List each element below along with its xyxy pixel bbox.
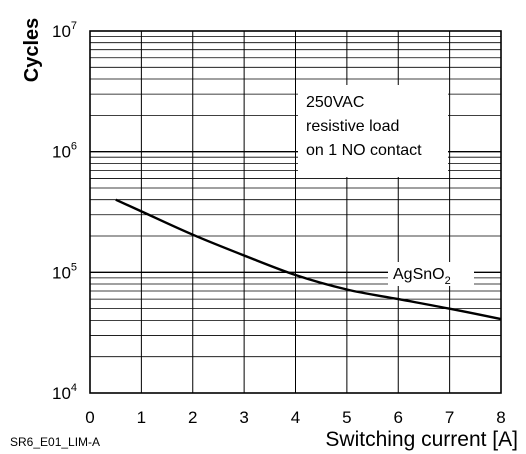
y-tick-base: 10 — [52, 22, 71, 41]
y-tick-base: 10 — [52, 384, 71, 403]
x-tick-label: 8 — [496, 408, 505, 427]
y-tick-exponent: 7 — [71, 20, 77, 32]
annotation-line-2: resistive load — [306, 118, 399, 135]
x-tick-label: 1 — [137, 408, 146, 427]
annotation-line-1: 250VAC — [306, 94, 364, 111]
x-tick-label: 4 — [291, 408, 300, 427]
x-tick-label: 6 — [394, 408, 403, 427]
series-name-subscript: 2 — [445, 275, 451, 287]
series-label: AgSnO2 — [388, 262, 474, 287]
y-tick-label: 104 — [52, 382, 77, 403]
series-line-agsno2 — [115, 198, 502, 321]
y-tick-exponent: 4 — [71, 382, 77, 394]
y-axis-label: Cycles — [21, 18, 43, 83]
y-tick-label: 105 — [52, 261, 77, 282]
x-tick-label: 2 — [188, 408, 197, 427]
x-tick-label: 7 — [445, 408, 454, 427]
annotation-line-3: on 1 NO contact — [306, 142, 422, 159]
y-tick-label: 107 — [52, 20, 77, 41]
plot-border — [89, 30, 502, 394]
x-tick-label: 5 — [342, 408, 351, 427]
y-tick-base: 10 — [52, 143, 71, 162]
series-label-background — [388, 262, 474, 286]
x-tick-label: 3 — [239, 408, 248, 427]
series-name: AgSnO — [393, 266, 445, 283]
annotation-box-background — [298, 85, 448, 177]
figure-code: SR6_E01_LIM-A — [10, 435, 100, 449]
x-tick-label: 0 — [85, 408, 94, 427]
x-tick-labels: 0 1 2 3 4 5 6 7 8 — [85, 408, 505, 427]
y-tick-label: 106 — [52, 141, 77, 162]
y-tick-exponent: 6 — [71, 141, 77, 153]
plot-frame — [89, 30, 502, 394]
x-axis-label: Switching current [A] — [325, 428, 518, 451]
curve-layer — [115, 198, 502, 321]
series-label-text: AgSnO2 — [393, 266, 451, 287]
y-tick-base: 10 — [52, 263, 71, 282]
annotation-box: 250VAC resistive load on 1 NO contact — [298, 85, 448, 177]
y-tick-exponent: 5 — [71, 261, 77, 273]
